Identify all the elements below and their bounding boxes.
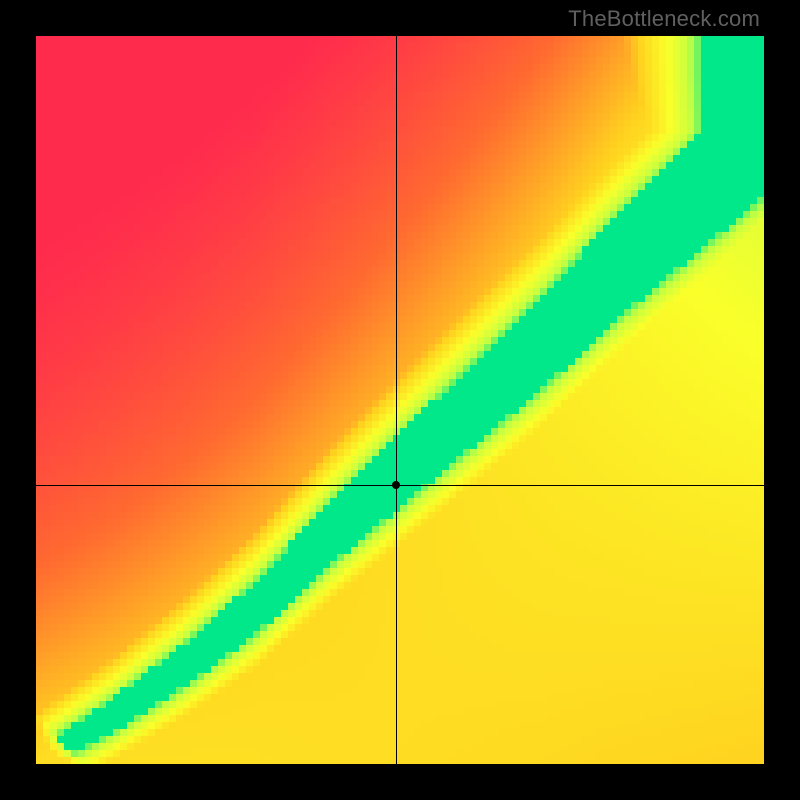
heatmap-plot-area xyxy=(36,36,764,764)
chart-frame: TheBottleneck.com xyxy=(0,0,800,800)
data-point-marker xyxy=(392,481,400,489)
heatmap-canvas xyxy=(36,36,764,764)
crosshair-vertical xyxy=(396,36,397,764)
watermark-text: TheBottleneck.com xyxy=(568,6,760,32)
